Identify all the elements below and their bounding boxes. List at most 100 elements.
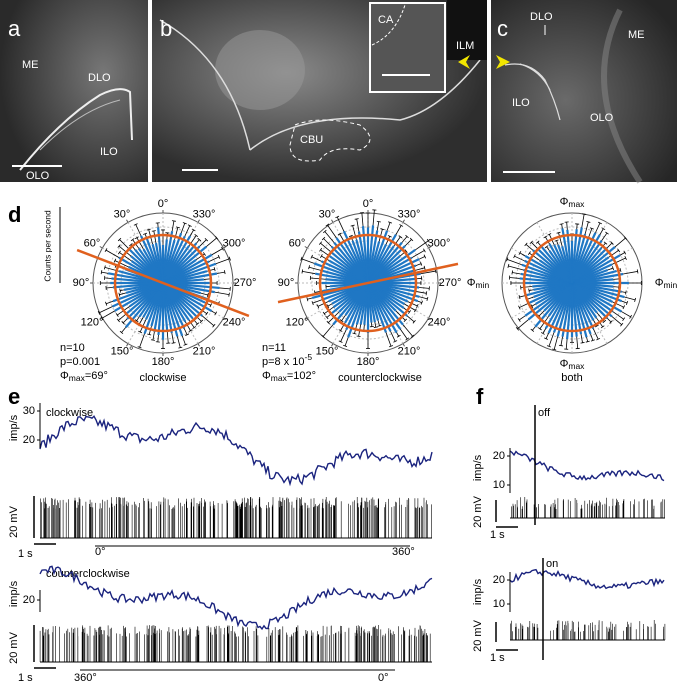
error-bar (214, 291, 230, 296)
angle-tick (304, 317, 308, 320)
error-bar (588, 228, 593, 238)
angle-tick (428, 317, 432, 320)
error-bar (208, 256, 220, 262)
error-bar (189, 229, 194, 237)
scale-label: 1 s (18, 672, 33, 683)
error-bar (418, 256, 426, 260)
error-cap (423, 248, 426, 253)
axis-label: imp/s (8, 580, 20, 607)
inset (369, 2, 446, 93)
error-bar (558, 232, 563, 247)
error-bar (188, 319, 195, 328)
error-bar (312, 299, 322, 304)
error-cap (507, 263, 510, 268)
error-bar (414, 267, 425, 271)
symbol: Φ (467, 277, 476, 289)
structure (601, 8, 643, 184)
error-cap (420, 300, 423, 305)
angle-label: 30° (319, 208, 336, 220)
error-bar (119, 252, 132, 262)
panel-f: f imp/s off 20 mV 1 s imp/s on 20 mV 1 s (472, 384, 558, 664)
error-bar (120, 289, 125, 291)
spike-train (511, 497, 665, 518)
error-cap (409, 237, 414, 242)
neuron (19, 88, 133, 171)
label: ILO (100, 146, 118, 158)
error-cap (540, 332, 545, 335)
error-cap (338, 340, 343, 343)
error-cap (206, 292, 209, 298)
angle-label: 330° (398, 208, 421, 220)
value: =69° (85, 370, 108, 382)
error-cap (586, 221, 591, 223)
error-cap (530, 304, 534, 309)
angle-label: 180° (152, 356, 175, 368)
error-cap (119, 288, 121, 293)
error-cap (396, 334, 401, 338)
error-bar (307, 297, 313, 300)
error-bar (200, 292, 208, 296)
error-bar (586, 337, 589, 342)
arrowhead (496, 55, 510, 69)
error-bar (396, 332, 400, 337)
error-cap (546, 345, 551, 348)
error-cap (619, 267, 622, 273)
error-cap (518, 295, 521, 300)
error-cap (323, 229, 327, 234)
error-bar (199, 239, 207, 247)
error-bar (157, 334, 159, 342)
error-cap (213, 267, 216, 272)
value: =102° (287, 370, 316, 382)
angle-label: 90° (278, 277, 295, 289)
error-cap (117, 244, 121, 248)
error-cap (212, 323, 216, 328)
error-cap (100, 270, 103, 275)
error-bar (385, 332, 392, 347)
error-bar (171, 220, 175, 232)
error-bar (361, 212, 364, 227)
angle-label: 0° (378, 672, 389, 683)
error-bar (386, 222, 391, 231)
error-cap (228, 256, 231, 261)
error-cap (580, 342, 585, 344)
error-bar (531, 326, 536, 331)
error-cap (513, 254, 516, 259)
error-cap (171, 220, 176, 222)
error-bar (166, 330, 169, 344)
axis-label: imp/s (472, 454, 484, 481)
error-bar (420, 270, 436, 275)
error-cap (518, 305, 521, 310)
error-cap (116, 318, 120, 323)
error-cap (318, 241, 323, 245)
error-cap (300, 256, 303, 261)
error-bar (101, 310, 115, 319)
label: CA (378, 14, 394, 26)
error-bar (327, 303, 333, 307)
error-cap (119, 330, 124, 335)
trace-label: clockwise (46, 407, 93, 419)
error-cap (325, 223, 330, 227)
error-bar (136, 316, 140, 321)
stat: n=11 (262, 342, 286, 354)
error-bar (340, 329, 347, 342)
error-cap (620, 322, 624, 327)
phi-label: Φmax (560, 196, 586, 209)
angle-tick (304, 246, 308, 249)
error-bar (196, 316, 202, 322)
angle-tick (428, 246, 432, 249)
panel-letter: e (8, 384, 20, 409)
error-cap (306, 297, 309, 302)
error-bar (183, 328, 188, 335)
angle-tick (126, 219, 129, 223)
y-tick-label: 20 (493, 574, 505, 586)
angle-tick (99, 317, 103, 320)
error-bar (528, 289, 534, 291)
error-bar (395, 310, 406, 321)
error-cap (537, 314, 541, 318)
error-cap (321, 334, 325, 339)
error-cap (634, 297, 637, 302)
error-cap (182, 222, 187, 225)
error-bar (199, 308, 208, 314)
error-cap (151, 230, 156, 232)
error-bar (310, 277, 326, 280)
